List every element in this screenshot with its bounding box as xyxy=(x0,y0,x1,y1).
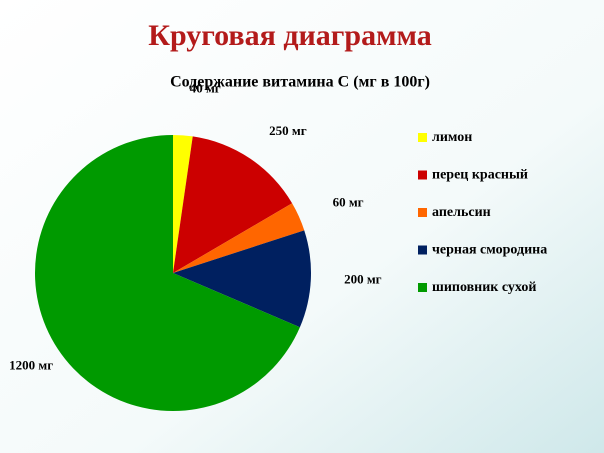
legend-swatch xyxy=(418,245,427,255)
slide-title: Круговая диаграмма xyxy=(148,19,432,52)
legend-swatch xyxy=(418,170,427,180)
data-label: 60 мг xyxy=(333,194,364,209)
chart-title: Содержание витамина С (мг в 100г) xyxy=(170,74,430,91)
data-label: 200 мг xyxy=(344,272,382,287)
pie-slice xyxy=(35,135,300,411)
legend-swatch xyxy=(418,208,427,217)
legend-label: апельсин xyxy=(432,205,491,220)
legend-swatch xyxy=(418,283,427,292)
legend-label: шиповник сухой xyxy=(432,280,536,295)
legend-label: лимон xyxy=(432,130,472,145)
legend-label: черная смородина xyxy=(432,243,547,258)
legend-swatch xyxy=(418,133,427,142)
pie-slice xyxy=(173,230,311,328)
pie-slice xyxy=(173,203,305,273)
data-label: 40 мг xyxy=(190,80,221,95)
legend-label: перец красный xyxy=(432,168,528,183)
data-label: 250 мг xyxy=(269,123,307,138)
pie-slice xyxy=(173,135,193,273)
pie-slice xyxy=(173,136,293,273)
data-label: 1200 мг xyxy=(9,358,53,373)
